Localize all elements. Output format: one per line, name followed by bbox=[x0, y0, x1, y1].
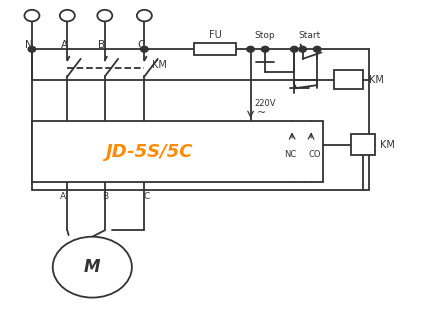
Circle shape bbox=[290, 46, 298, 52]
Text: M: M bbox=[84, 258, 100, 276]
Text: KM: KM bbox=[380, 140, 395, 150]
Text: NC: NC bbox=[284, 150, 296, 159]
Circle shape bbox=[24, 10, 39, 22]
Bar bbox=[351, 134, 376, 155]
Circle shape bbox=[299, 46, 306, 52]
Circle shape bbox=[137, 10, 152, 22]
Text: B: B bbox=[98, 40, 105, 50]
Bar bbox=[195, 43, 236, 55]
Circle shape bbox=[60, 10, 75, 22]
Text: C: C bbox=[143, 192, 149, 201]
Text: A: A bbox=[60, 192, 66, 201]
Circle shape bbox=[247, 46, 254, 52]
Text: N: N bbox=[25, 40, 32, 50]
Bar bbox=[334, 70, 363, 89]
Text: Stop: Stop bbox=[255, 31, 276, 40]
Text: B: B bbox=[102, 192, 108, 201]
Circle shape bbox=[261, 46, 269, 52]
Circle shape bbox=[141, 46, 148, 52]
Circle shape bbox=[53, 237, 132, 298]
Circle shape bbox=[97, 10, 112, 22]
Text: A: A bbox=[60, 40, 68, 50]
Text: KM: KM bbox=[369, 75, 384, 85]
Text: 220V: 220V bbox=[255, 99, 276, 108]
Text: CO: CO bbox=[309, 150, 322, 159]
Text: C: C bbox=[137, 40, 145, 50]
Circle shape bbox=[314, 46, 321, 52]
Text: FU: FU bbox=[209, 30, 222, 40]
Text: ~: ~ bbox=[257, 108, 266, 118]
Text: JD-5S/5C: JD-5S/5C bbox=[106, 143, 193, 161]
Text: Start: Start bbox=[299, 31, 321, 40]
Bar bbox=[32, 121, 323, 182]
Circle shape bbox=[28, 46, 36, 52]
Text: KM: KM bbox=[152, 60, 167, 70]
